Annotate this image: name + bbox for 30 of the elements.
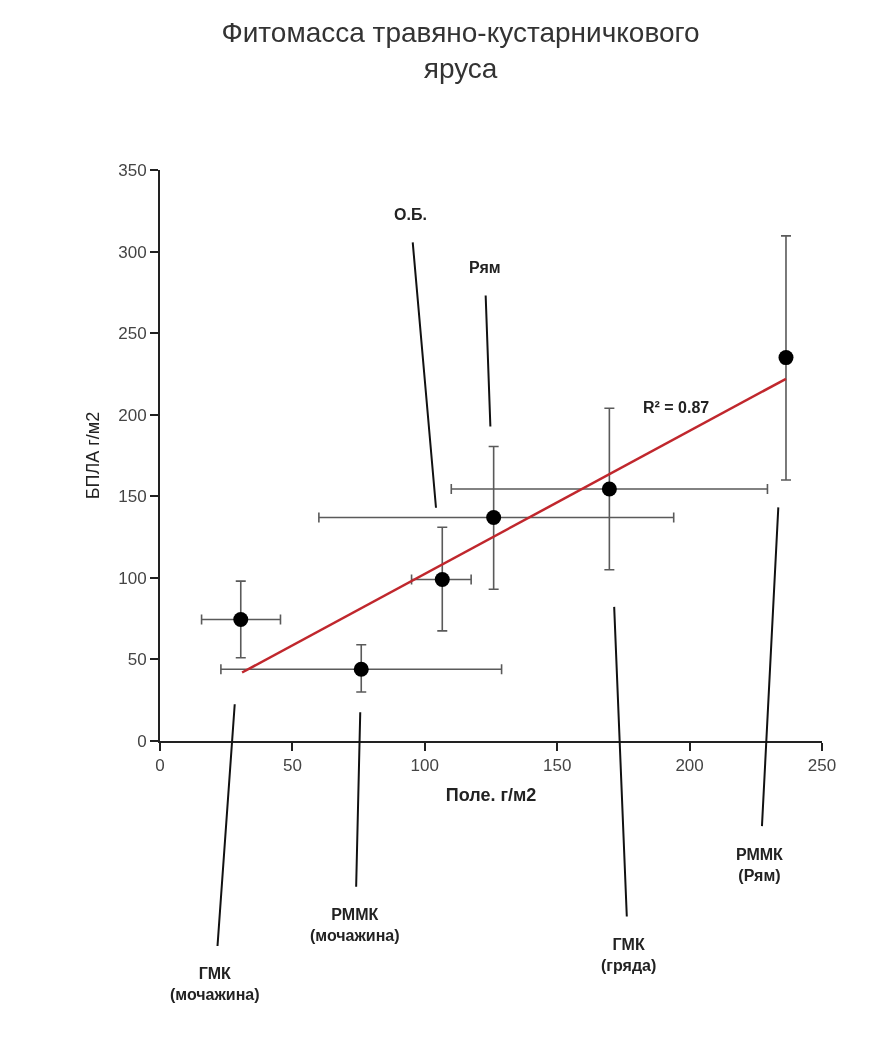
annotation: R² = 0.87 (643, 399, 710, 416)
x-tick-label: 50 (282, 756, 302, 776)
annotation: О.Б. (394, 206, 427, 223)
x-tick-label: 100 (410, 756, 439, 776)
point (778, 350, 794, 366)
point (486, 509, 502, 525)
y-tick-label: 100 (118, 568, 147, 588)
x-tick-label: 0 (155, 756, 165, 776)
y-tick-label: 150 (118, 487, 147, 507)
y-axis-title: БПЛА г/м2 (82, 411, 103, 500)
annotation: РММК (Рям) (736, 846, 784, 884)
point (233, 611, 249, 627)
y-tick-label: 200 (118, 405, 147, 425)
point (434, 571, 450, 587)
chart-title: Фитомасса травяно-кустарничкового яруса (221, 16, 700, 85)
annotation: Рям (469, 259, 501, 276)
y-tick-label: 350 (118, 160, 147, 180)
annotation: ГМК (мочажина) (170, 965, 260, 1003)
x-tick-label: 150 (543, 756, 572, 776)
point (601, 481, 617, 497)
annotation: РММК (мочажина) (310, 906, 400, 944)
x-tick-label: 250 (807, 756, 837, 776)
x-tick-label: 200 (675, 756, 704, 776)
y-tick-label: 0 (137, 731, 147, 751)
y-tick-label: 50 (127, 650, 147, 670)
y-tick-label: 300 (118, 242, 147, 262)
x-axis-title: Поле. г/м2 (445, 785, 537, 805)
annotation: ГМК (гряда) (601, 936, 657, 974)
y-tick-label: 250 (118, 324, 147, 344)
point (353, 661, 369, 677)
